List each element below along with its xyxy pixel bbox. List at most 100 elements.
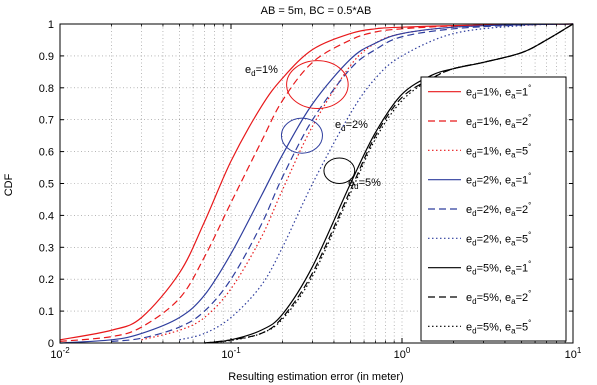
legend-degree: ° xyxy=(528,142,531,151)
legend-degree: ° xyxy=(528,230,531,239)
legend-label-s9: ed=5%, ea=5° xyxy=(466,318,531,335)
legend-sub-a: a xyxy=(511,92,516,101)
legend-d-value: 2% xyxy=(483,233,499,245)
y-axis-label: CDF xyxy=(3,173,15,196)
legend-sub-d: d xyxy=(472,92,476,101)
legend-e2: , e xyxy=(499,175,511,187)
x-tick-label: 101 xyxy=(565,346,582,361)
legend-a-value: 5 xyxy=(522,321,528,333)
legend-degree: ° xyxy=(528,201,531,210)
series-group xyxy=(59,23,574,344)
legend-eq2: = xyxy=(516,175,522,187)
legend-sub-d: d xyxy=(472,150,476,159)
y-tick-label: 0 xyxy=(48,338,54,350)
legend-e2: , e xyxy=(499,204,511,216)
legend-label-s6: ed=2%, ea=5° xyxy=(466,230,531,247)
legend-e: e xyxy=(466,145,472,157)
x-tick-label: 10-1 xyxy=(221,346,241,361)
legend-d-value: 1% xyxy=(483,87,499,99)
x-tick-exponent: 0 xyxy=(406,346,411,355)
annotation-labels: ed=1%ed=2%ed=5% xyxy=(245,64,381,191)
legend-e2: , e xyxy=(499,233,511,245)
series-line-s4 xyxy=(59,23,574,344)
legend-a-value: 2 xyxy=(522,292,528,304)
annotation-suffix: =2% xyxy=(346,119,369,131)
legend-e: e xyxy=(466,116,472,128)
x-axis-ticks: 10-2 10-1 100 101 xyxy=(50,24,582,361)
legend-e: e xyxy=(466,321,472,333)
legend-e2: , e xyxy=(499,292,511,304)
legend-label-s7: ed=5%, ea=1° xyxy=(466,260,531,277)
legend-e2: , e xyxy=(499,145,511,157)
legend-degree: ° xyxy=(528,84,531,93)
annotation-subscript: d xyxy=(251,69,255,78)
legend-label-s4: ed=2%, ea=1° xyxy=(466,172,531,189)
legend-e: e xyxy=(466,233,472,245)
x-axis-label: Resulting estimation error (in meter) xyxy=(228,371,403,383)
x-tick-exponent: -1 xyxy=(234,346,242,355)
y-tick-label: 0.4 xyxy=(39,210,54,222)
legend-eq2: = xyxy=(516,263,522,275)
legend-d-value: 1% xyxy=(483,145,499,157)
x-tick-base: 10 xyxy=(221,349,233,361)
annotation-ellipse-2 xyxy=(280,117,323,154)
x-tick-base: 10 xyxy=(565,349,577,361)
legend-sub-d: d xyxy=(472,268,476,277)
y-tick-label: 0.6 xyxy=(39,147,54,159)
legend-e: e xyxy=(466,87,472,99)
legend-eq: = xyxy=(477,233,483,245)
y-tick-label: 0.2 xyxy=(39,274,54,286)
annotation-prefix: e xyxy=(348,177,354,189)
legend-d-value: 5% xyxy=(483,321,499,333)
legend-sub-d: d xyxy=(472,238,476,247)
legend-eq2: = xyxy=(516,145,522,157)
legend-sub-a: a xyxy=(511,326,516,335)
y-tick-label: 0.7 xyxy=(39,115,54,127)
legend-degree: ° xyxy=(528,172,531,181)
legend-sub-a: a xyxy=(511,180,516,189)
x-tick-base: 10 xyxy=(394,349,406,361)
legend: ed=1%, ea=1°ed=1%, ea=2°ed=1%, ea=5°ed=2… xyxy=(420,76,567,342)
series-line-s2 xyxy=(59,23,574,342)
legend-a-value: 2 xyxy=(522,204,528,216)
legend-sub-d: d xyxy=(472,209,476,218)
legend-eq: = xyxy=(477,116,483,128)
legend-d-value: 2% xyxy=(483,204,499,216)
annotation-prefix: e xyxy=(245,64,251,76)
legend-eq: = xyxy=(477,321,483,333)
legend-sub-a: a xyxy=(511,297,516,306)
legend-eq2: = xyxy=(516,292,522,304)
annotation-subscript: d xyxy=(341,124,345,133)
annotation-ellipse-3 xyxy=(323,157,356,185)
legend-eq2: = xyxy=(516,321,522,333)
legend-d-value: 5% xyxy=(483,292,499,304)
legend-eq2: = xyxy=(516,116,522,128)
legend-eq: = xyxy=(477,263,483,275)
legend-a-value: 1 xyxy=(522,175,528,187)
annotation-label-ann2: ed=2% xyxy=(335,119,368,133)
legend-eq: = xyxy=(477,175,483,187)
legend-d-value: 5% xyxy=(483,263,499,275)
legend-eq2: = xyxy=(516,233,522,245)
annotation-subscript: d xyxy=(354,182,358,191)
legend-e2: , e xyxy=(499,116,511,128)
y-tick-label: 1 xyxy=(48,19,54,31)
legend-sub-d: d xyxy=(472,297,476,306)
legend-eq: = xyxy=(477,292,483,304)
legend-sub-a: a xyxy=(511,121,516,130)
legend-e2: , e xyxy=(499,321,511,333)
legend-a-value: 5 xyxy=(522,145,528,157)
legend-a-value: 5 xyxy=(522,233,528,245)
x-tick-label: 100 xyxy=(394,346,411,361)
legend-degree: ° xyxy=(528,113,531,122)
legend-label-s1: ed=1%, ea=1° xyxy=(466,84,531,101)
series-line-s3 xyxy=(141,23,574,341)
legend-a-value: 1 xyxy=(522,263,528,275)
legend-a-value: 1 xyxy=(522,87,528,99)
annotation-suffix: =5% xyxy=(359,177,382,189)
legend-sub-a: a xyxy=(511,238,516,247)
legend-sub-a: a xyxy=(511,268,516,277)
y-tick-label: 0.1 xyxy=(39,306,54,318)
series-line-s9 xyxy=(204,23,574,344)
